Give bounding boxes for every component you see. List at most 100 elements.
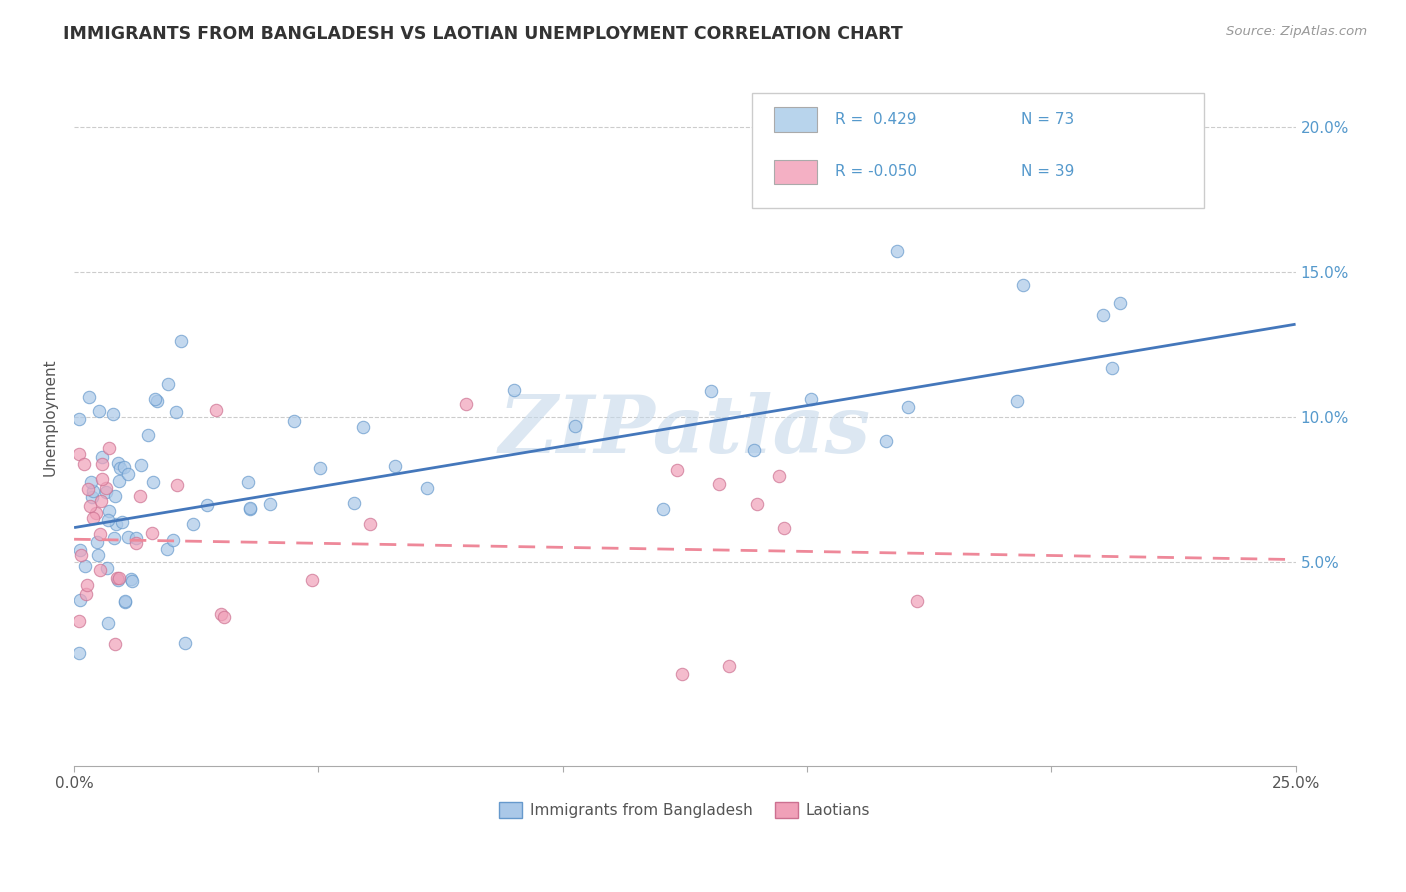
Point — [97, 616, 120, 631]
Point — [91, 457, 114, 471]
Point — [86, 506, 108, 520]
Point — [343, 496, 366, 510]
Point — [105, 571, 128, 585]
Point — [108, 475, 131, 489]
Text: N = 73: N = 73 — [1021, 112, 1074, 127]
Point — [90, 450, 112, 464]
Text: R =  0.429: R = 0.429 — [835, 112, 917, 127]
Point — [69, 549, 91, 563]
Point — [209, 607, 232, 621]
Point — [197, 498, 219, 512]
Point — [768, 469, 790, 483]
Point — [96, 560, 118, 574]
Point — [105, 517, 128, 532]
Point — [136, 427, 159, 442]
Point — [117, 530, 139, 544]
Point — [665, 463, 688, 477]
Point — [875, 434, 897, 449]
Point — [94, 484, 117, 499]
Point — [236, 475, 259, 490]
Point — [107, 573, 129, 587]
Point — [1101, 360, 1123, 375]
Point — [108, 571, 131, 585]
Point — [301, 573, 323, 587]
Point — [98, 503, 121, 517]
Point — [104, 489, 127, 503]
Point — [117, 467, 139, 481]
Point — [212, 609, 235, 624]
Point — [707, 476, 730, 491]
Point — [67, 646, 90, 660]
Point — [76, 482, 98, 496]
Point — [905, 594, 928, 608]
Point — [89, 526, 111, 541]
Point — [69, 543, 91, 558]
Point — [308, 460, 330, 475]
Point — [886, 244, 908, 258]
Point — [742, 443, 765, 458]
Point — [120, 572, 142, 586]
Point — [110, 460, 132, 475]
Point — [69, 593, 91, 607]
Point — [104, 637, 127, 651]
Point — [564, 418, 586, 433]
Point — [124, 536, 146, 550]
Point — [87, 404, 110, 418]
Text: ZIPatlas: ZIPatlas — [499, 392, 870, 470]
Bar — [775, 160, 817, 184]
Point — [86, 535, 108, 549]
Point — [671, 667, 693, 681]
Point — [90, 494, 112, 508]
Point — [156, 542, 179, 557]
Point — [87, 548, 110, 562]
Point — [162, 533, 184, 548]
Point — [82, 511, 104, 525]
Point — [745, 497, 768, 511]
Point — [165, 405, 187, 419]
Point — [773, 521, 796, 535]
Point — [73, 558, 96, 573]
Point — [91, 472, 114, 486]
Point — [67, 412, 90, 426]
Point — [239, 501, 262, 516]
Point — [170, 334, 193, 349]
Text: IMMIGRANTS FROM BANGLADESH VS LAOTIAN UNEMPLOYMENT CORRELATION CHART: IMMIGRANTS FROM BANGLADESH VS LAOTIAN UN… — [63, 25, 903, 43]
Point — [82, 484, 104, 499]
Point — [1109, 295, 1132, 310]
Point — [128, 489, 150, 503]
Point — [97, 512, 120, 526]
Point — [259, 497, 281, 511]
Point — [166, 478, 188, 492]
Point — [897, 400, 920, 414]
Point — [652, 502, 675, 516]
Point — [114, 595, 136, 609]
Point — [67, 614, 90, 628]
Point — [283, 413, 305, 427]
Point — [73, 457, 96, 471]
Point — [1007, 394, 1029, 409]
Point — [112, 459, 135, 474]
Point — [1092, 308, 1115, 322]
FancyBboxPatch shape — [752, 93, 1204, 208]
Point — [142, 475, 165, 490]
Point — [800, 392, 823, 406]
Point — [183, 516, 205, 531]
Text: Source: ZipAtlas.com: Source: ZipAtlas.com — [1226, 25, 1367, 38]
Point — [359, 517, 381, 532]
Y-axis label: Unemployment: Unemployment — [44, 359, 58, 476]
Point — [718, 659, 741, 673]
Text: R = -0.050: R = -0.050 — [835, 164, 917, 179]
Point — [98, 441, 121, 455]
Point — [1012, 278, 1035, 293]
Point — [77, 390, 100, 404]
Point — [121, 574, 143, 589]
Point — [111, 515, 134, 529]
Point — [146, 394, 169, 409]
Point — [143, 392, 166, 406]
Point — [416, 481, 439, 495]
Legend: Immigrants from Bangladesh, Laotians: Immigrants from Bangladesh, Laotians — [494, 797, 876, 824]
Point — [157, 377, 180, 392]
Point — [502, 383, 524, 397]
Point — [89, 563, 111, 577]
Point — [75, 586, 97, 600]
